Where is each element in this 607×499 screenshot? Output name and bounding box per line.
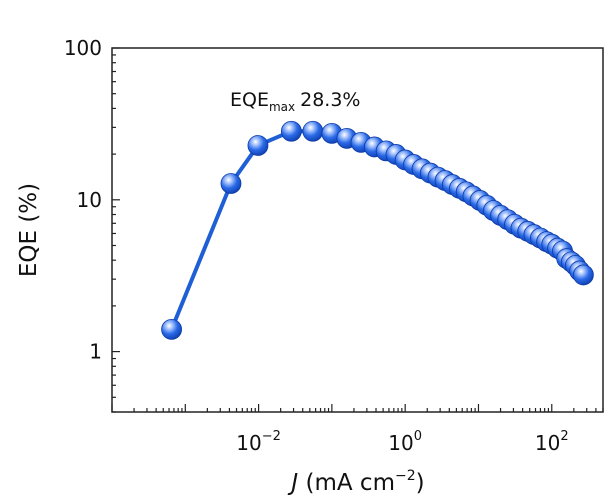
- y-tick-label: 10: [77, 188, 102, 212]
- x-axis-title-tail: ): [416, 470, 425, 496]
- annotation-sub: max: [269, 100, 295, 114]
- x-tick-label: 102: [535, 429, 569, 455]
- plot-frame: [111, 47, 604, 413]
- x-axis-title-text: (mA cm: [298, 470, 395, 496]
- eqe-max-annotation: EQEmax 28.3%: [230, 89, 360, 114]
- y-tick-label: 1: [89, 340, 102, 364]
- data-point: [247, 135, 269, 156]
- data-point: [572, 264, 594, 286]
- tick-labels: 10−2 100 102 1 10 100: [64, 36, 569, 455]
- y-axis-title: EQE (%): [16, 183, 42, 277]
- data-point: [220, 173, 242, 194]
- data-point: [161, 319, 182, 340]
- x-tick-label: 100: [388, 429, 422, 455]
- x-tick-label: 10−2: [236, 429, 281, 455]
- data-point: [302, 120, 324, 142]
- y-tick-label: 100: [64, 36, 102, 60]
- data-point: [280, 120, 302, 142]
- x-axis-title-exponent: −2: [395, 468, 416, 484]
- x-axis-title: J (mA cm−2): [287, 468, 424, 496]
- annotation-main: EQE: [230, 89, 269, 111]
- annotation-value: 28.3%: [300, 89, 360, 111]
- x-axis-title-symbol: J: [287, 470, 298, 496]
- axis-ticks: [111, 47, 604, 413]
- data-points: [161, 120, 594, 340]
